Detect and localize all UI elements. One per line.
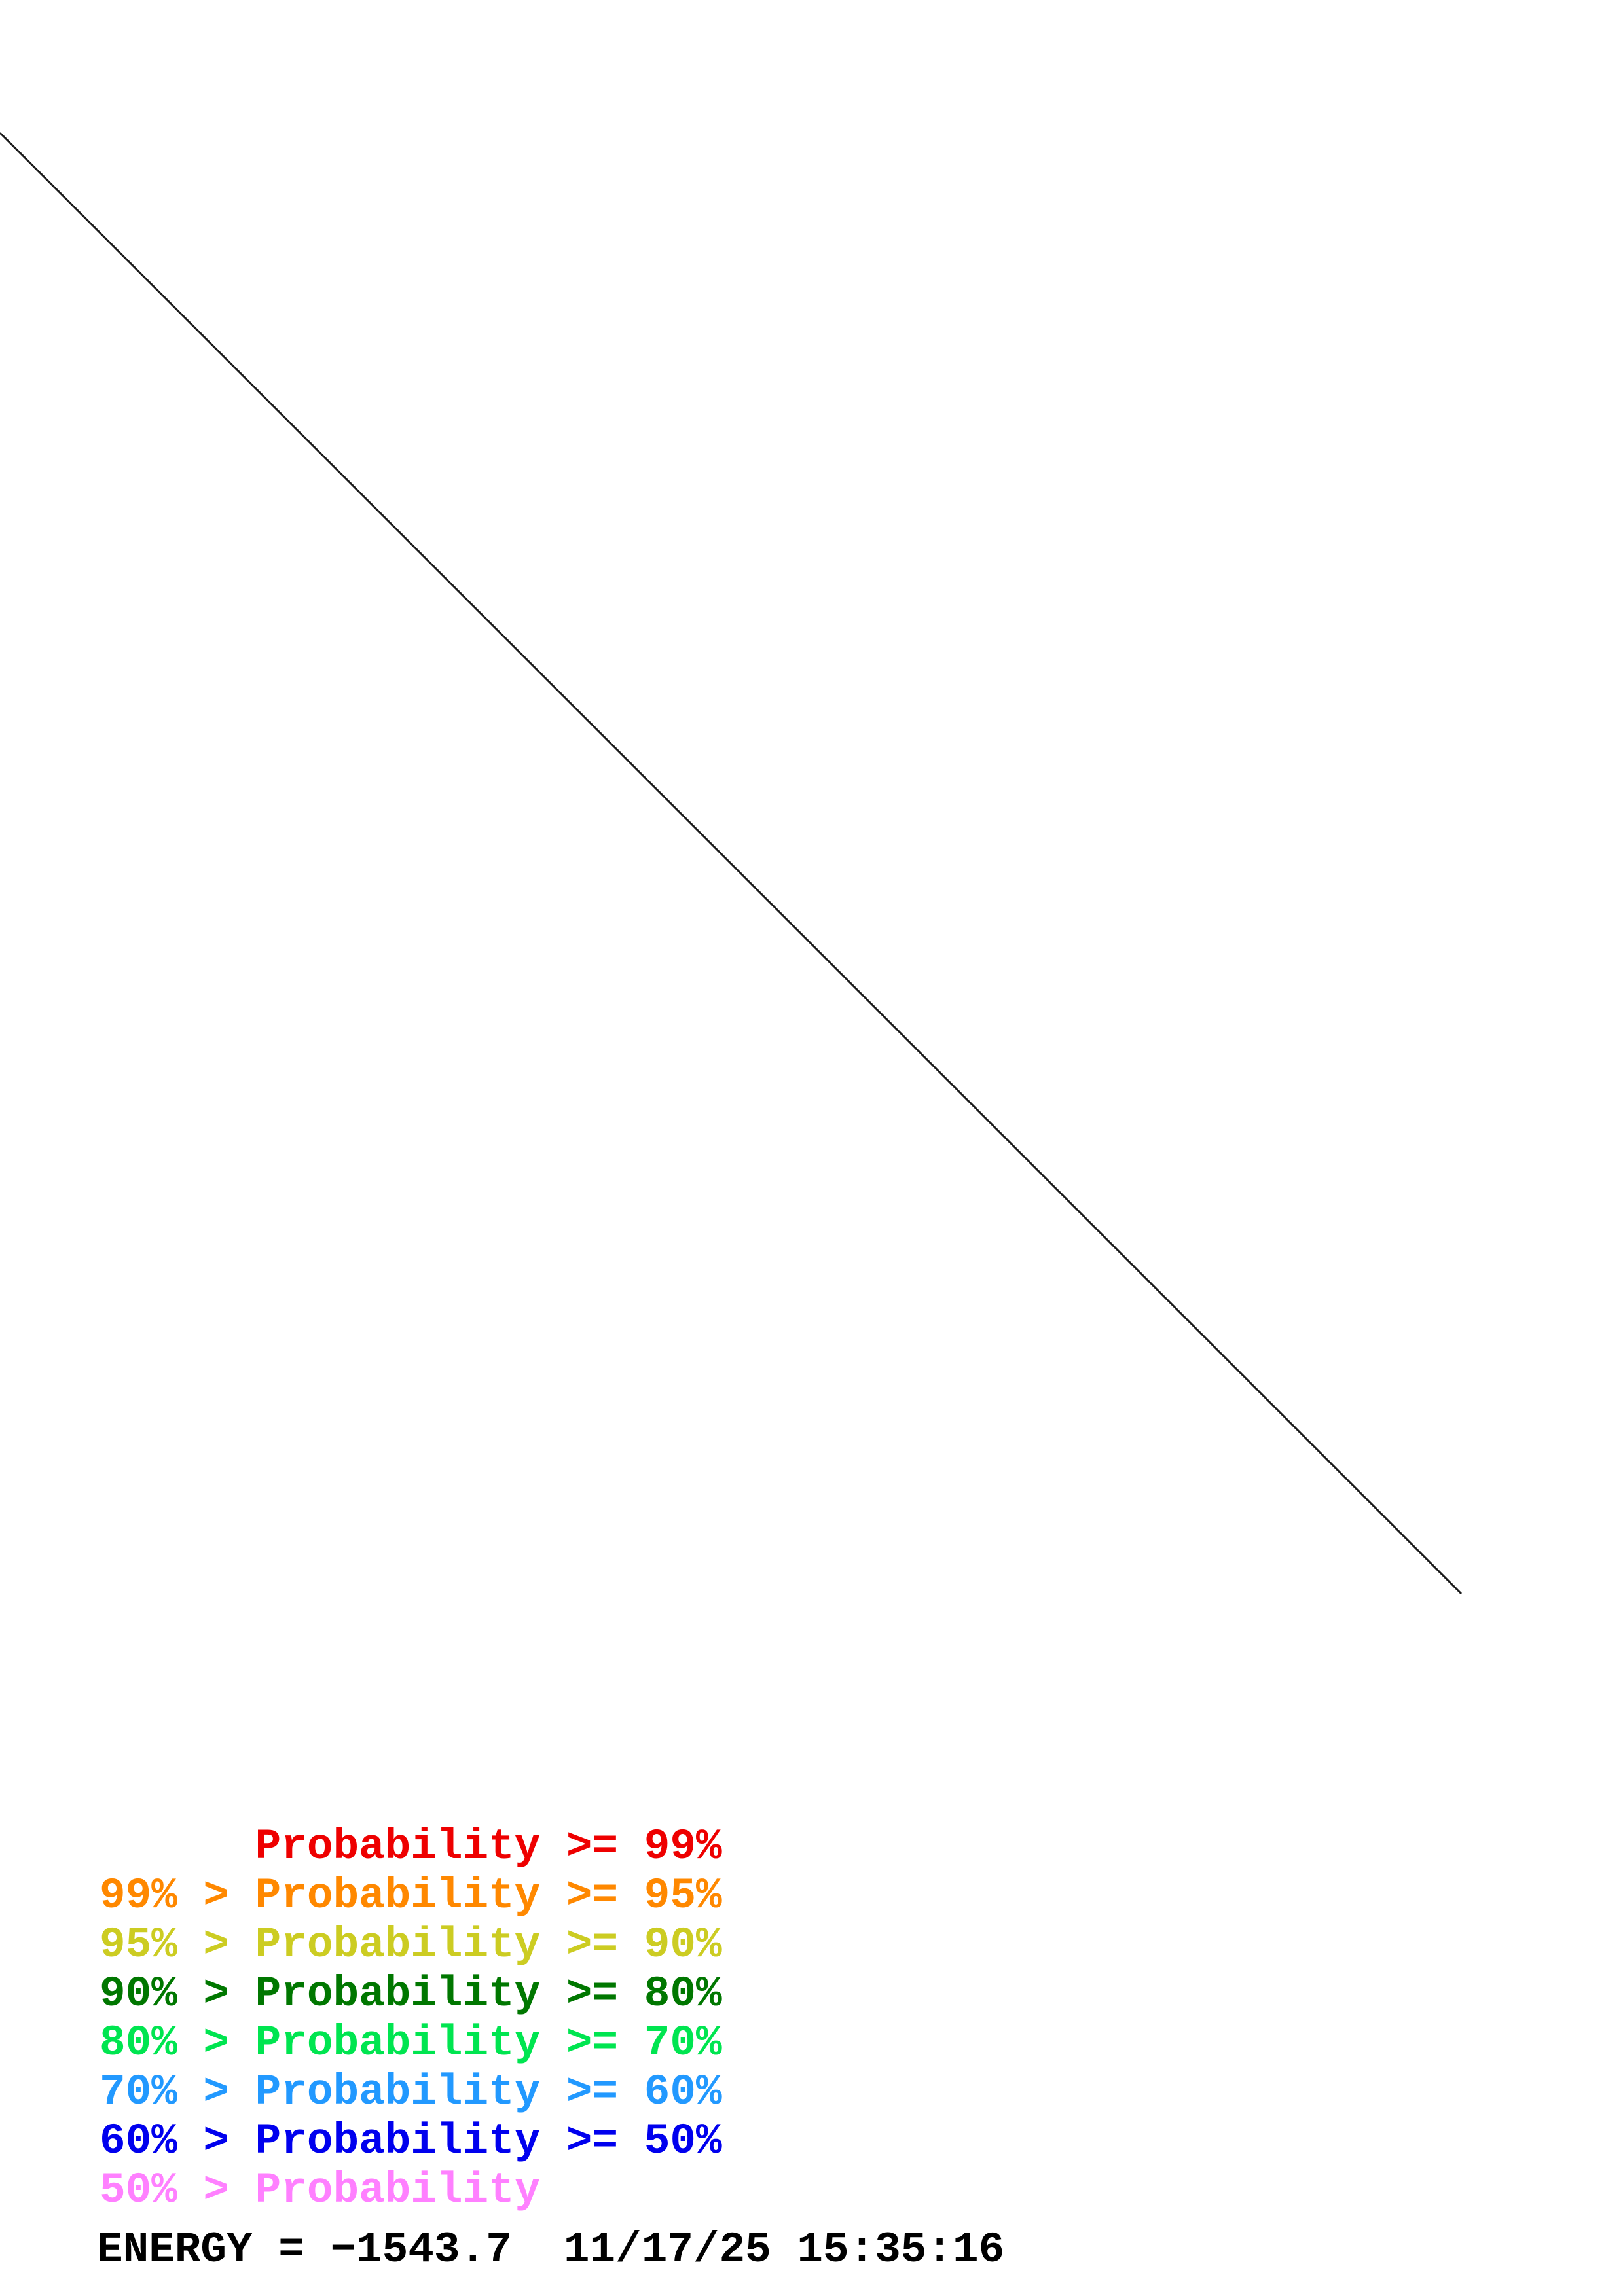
legend-row: 90% > Probability >= 80% (100, 1969, 722, 2018)
legend-row: 95% > Probability >= 90% (100, 1920, 722, 1969)
probability-legend: Probability >= 99% 99% > Probability >= 9… (100, 1822, 722, 2215)
legend-row: 80% > Probability >= 70% (100, 2018, 722, 2068)
diagonal-line (0, 132, 1463, 1595)
legend-row: 70% > Probability >= 60% (100, 2068, 722, 2117)
legend-row: 50% > Probability (100, 2166, 541, 2215)
energy-annotation: ENERGY = −1543.7 11/17/25 15:35:16 (97, 2225, 1005, 2274)
legend-row: 99% > Probability >= 95% (100, 1871, 722, 1920)
legend-row: Probability >= 99% (100, 1822, 722, 1871)
legend-row: 60% > Probability >= 50% (100, 2117, 722, 2166)
